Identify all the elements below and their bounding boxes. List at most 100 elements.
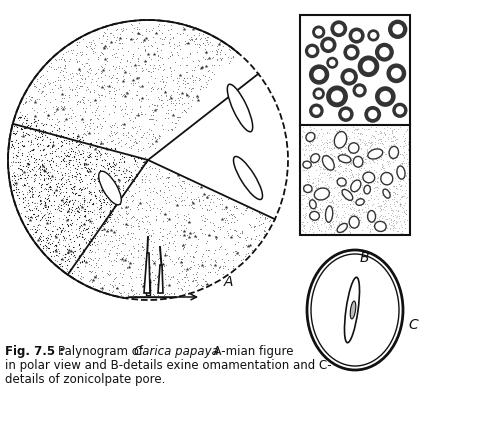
Point — [335, 175, 342, 182]
Point — [265, 218, 273, 225]
Point — [216, 50, 224, 57]
Point — [186, 263, 194, 270]
Point — [308, 186, 315, 194]
Point — [144, 139, 152, 146]
Point — [384, 159, 392, 166]
Point — [86, 142, 93, 150]
Point — [81, 247, 89, 254]
Point — [81, 208, 89, 215]
Point — [41, 214, 49, 221]
Point — [158, 30, 166, 37]
Point — [229, 257, 237, 264]
Point — [386, 148, 394, 155]
Point — [99, 208, 107, 215]
Point — [112, 63, 120, 70]
Point — [67, 156, 75, 164]
Point — [341, 139, 349, 146]
Point — [369, 156, 377, 164]
Point — [365, 137, 373, 144]
Point — [148, 238, 155, 245]
Point — [8, 176, 16, 183]
Point — [65, 156, 73, 164]
Point — [28, 188, 35, 195]
Point — [324, 158, 332, 165]
Point — [115, 234, 123, 241]
Point — [181, 83, 188, 90]
Point — [96, 201, 104, 208]
Point — [86, 236, 93, 243]
Point — [31, 202, 39, 210]
Point — [231, 240, 239, 247]
Point — [110, 34, 118, 41]
Point — [111, 178, 119, 185]
Point — [390, 140, 398, 147]
Point — [308, 218, 316, 225]
Point — [55, 126, 63, 133]
Point — [92, 255, 99, 262]
Point — [313, 135, 321, 142]
Point — [68, 49, 76, 56]
Point — [87, 207, 94, 215]
Point — [119, 270, 126, 277]
Point — [16, 155, 24, 162]
Point — [392, 168, 400, 175]
Point — [59, 174, 66, 181]
Point — [56, 176, 63, 183]
Point — [24, 182, 32, 189]
Point — [127, 275, 135, 282]
Point — [193, 49, 201, 56]
Point — [217, 205, 225, 212]
Point — [313, 203, 321, 211]
Point — [73, 160, 81, 168]
Point — [400, 208, 407, 215]
Point — [42, 216, 50, 223]
Point — [153, 176, 161, 183]
Point — [187, 189, 195, 196]
Point — [377, 202, 385, 209]
Point — [104, 253, 112, 260]
Point — [81, 156, 89, 163]
Point — [170, 66, 178, 73]
Point — [48, 147, 56, 155]
Point — [88, 45, 96, 52]
Point — [46, 220, 54, 227]
Point — [354, 146, 362, 153]
Point — [220, 215, 228, 222]
Point — [163, 55, 171, 62]
Point — [85, 39, 93, 46]
Point — [251, 222, 259, 229]
Point — [176, 181, 184, 188]
Point — [76, 251, 84, 258]
Point — [119, 78, 127, 85]
Point — [82, 225, 90, 232]
Point — [122, 214, 129, 221]
Point — [139, 244, 147, 251]
Point — [310, 132, 318, 139]
Point — [90, 239, 98, 246]
Point — [45, 116, 53, 123]
Point — [363, 146, 371, 153]
Point — [185, 234, 193, 241]
Point — [363, 177, 370, 185]
Point — [115, 62, 123, 69]
Point — [121, 93, 129, 100]
Point — [145, 257, 153, 264]
Point — [117, 204, 125, 211]
Point — [64, 201, 72, 208]
Point — [111, 144, 119, 151]
Point — [199, 261, 207, 268]
Point — [26, 132, 33, 139]
Point — [393, 198, 400, 205]
Point — [371, 221, 379, 228]
Point — [30, 175, 38, 182]
Point — [90, 88, 97, 95]
Point — [378, 139, 386, 146]
Point — [78, 76, 86, 83]
Point — [172, 183, 180, 190]
Point — [403, 155, 411, 163]
Point — [44, 202, 52, 210]
Point — [187, 66, 195, 73]
Point — [340, 224, 348, 231]
Point — [334, 189, 341, 196]
Point — [309, 136, 317, 143]
